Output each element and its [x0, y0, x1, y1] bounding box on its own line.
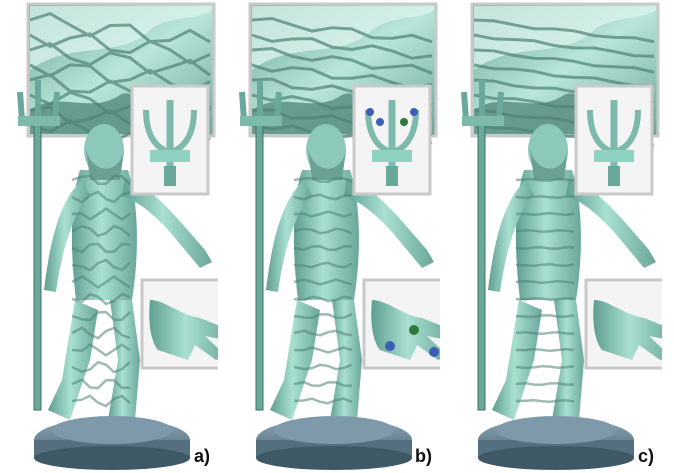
isoline [251, 16, 433, 44]
isoline [293, 227, 353, 235]
statue-render [17, 2, 218, 470]
isoline [515, 314, 575, 318]
closeup-inset-trident [352, 84, 432, 196]
isoline [293, 244, 353, 252]
isoline [293, 346, 353, 354]
closeup-inset-hand [584, 278, 662, 370]
isoline [293, 261, 353, 269]
isoline [29, 41, 211, 77]
isoline [515, 262, 575, 268]
isoline [71, 360, 131, 374]
isoline [293, 295, 353, 303]
isoline [293, 363, 353, 371]
figure-panel-2: b) [222, 0, 440, 473]
isoline [251, 46, 433, 75]
isoline [473, 48, 655, 74]
isoline [71, 343, 131, 357]
isoline [71, 190, 131, 204]
isoline [473, 33, 655, 58]
figure-panel-3: c) [444, 0, 662, 473]
statue-render [461, 2, 662, 470]
constraint-marker [376, 118, 384, 126]
isoline [293, 176, 353, 183]
isoline [71, 174, 131, 186]
isoline [29, 32, 211, 65]
isoline [71, 224, 131, 238]
closeup-inset-hand [140, 278, 218, 370]
isoline [71, 275, 131, 289]
isoline [29, 11, 211, 44]
isoline [515, 398, 575, 404]
panel-label: b) [415, 446, 432, 466]
isoline [71, 258, 131, 272]
isoline [71, 310, 131, 322]
isoline [515, 211, 575, 217]
figure-panel-1: a) [0, 0, 218, 473]
isoline [71, 394, 131, 408]
constraint-marker [400, 118, 408, 126]
isoline [251, 33, 433, 60]
isoline [71, 242, 131, 254]
statue-body [488, 124, 656, 420]
closeup-inset-hand [362, 278, 440, 370]
closeup-inset-trident [574, 84, 654, 196]
isoline [71, 207, 131, 221]
constraint-marker [410, 108, 418, 116]
isoline [293, 193, 353, 201]
isoline [473, 63, 655, 88]
isoline [293, 380, 353, 388]
isoline [71, 378, 131, 390]
isoline [515, 330, 575, 336]
trident [461, 80, 504, 411]
isoline [473, 18, 655, 44]
isoline [515, 347, 575, 353]
isoline [515, 364, 575, 370]
constraint-marker [429, 347, 439, 357]
pedestal [34, 416, 190, 470]
constraint-marker [366, 108, 374, 116]
statue-render [239, 2, 440, 470]
statue-body [44, 124, 212, 420]
isoline [515, 279, 575, 285]
statue-body [266, 124, 434, 420]
constraint-marker [409, 325, 419, 335]
constraint-marker [385, 341, 395, 351]
trident [17, 80, 60, 411]
trident [239, 80, 282, 411]
panel-label: c) [637, 446, 654, 466]
isoline [515, 194, 575, 200]
pedestal [478, 416, 634, 470]
isoline [515, 246, 575, 250]
panel-label: a) [193, 446, 210, 466]
isoline [515, 228, 575, 234]
isoline [293, 278, 353, 286]
isoline [515, 382, 574, 386]
pedestal [256, 416, 412, 470]
isoline [515, 178, 575, 182]
isoline [71, 326, 131, 340]
closeup-inset-top [248, 2, 438, 148]
isoline [515, 296, 575, 302]
isoline [71, 292, 131, 306]
isoline [293, 210, 353, 218]
isoline [293, 329, 353, 337]
isoline [293, 313, 353, 320]
isoline [293, 397, 353, 405]
closeup-inset-trident [130, 84, 210, 196]
